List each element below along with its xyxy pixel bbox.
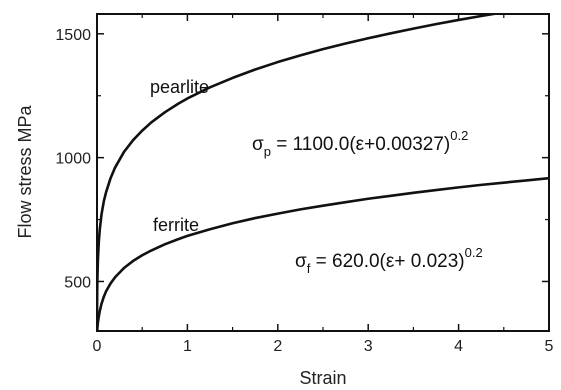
pearlite-eq-subscript: p [264, 144, 271, 159]
x-tick-label-1: 1 [183, 338, 192, 355]
pearlite-eq-exponent: 0.2 [450, 128, 468, 143]
y-tick-label-1500: 1500 [55, 27, 91, 44]
ferrite-eq-subscript: f [307, 261, 311, 276]
x-tick-label-4: 4 [454, 338, 463, 355]
y-axis-ticks: 500 1000 1500 [55, 27, 549, 291]
ferrite-eq-exponent: 0.2 [465, 245, 483, 260]
y-axis-label: Flow stress MPa [15, 105, 35, 239]
x-tick-label-5: 5 [545, 338, 554, 355]
ferrite-label: ferrite [153, 215, 199, 235]
pearlite-curve [97, 14, 502, 320]
x-tick-label-3: 3 [364, 338, 373, 355]
plot-frame [96, 13, 550, 332]
y-tick-label-500: 500 [64, 274, 91, 291]
pearlite-label: pearlite [150, 77, 209, 97]
y-tick-label-1000: 1000 [55, 151, 91, 168]
x-axis-label: Strain [299, 368, 346, 388]
pearlite-eq-body: = 1100.0(ε+0.00327) [271, 134, 450, 155]
ferrite-equation: σf = 620.0(ε+ 0.023)0.2 [295, 245, 483, 276]
ferrite-eq-symbol: σ [295, 251, 307, 272]
ferrite-curve [97, 176, 549, 331]
x-tick-label-2: 2 [273, 338, 282, 355]
x-tick-label-0: 0 [93, 338, 102, 355]
series-layer [97, 14, 549, 331]
ferrite-eq-body: = 620.0(ε+ 0.023) [310, 251, 464, 272]
pearlite-equation: σp = 1100.0(ε+0.00327)0.2 [252, 128, 468, 159]
pearlite-eq-symbol: σ [252, 134, 264, 155]
